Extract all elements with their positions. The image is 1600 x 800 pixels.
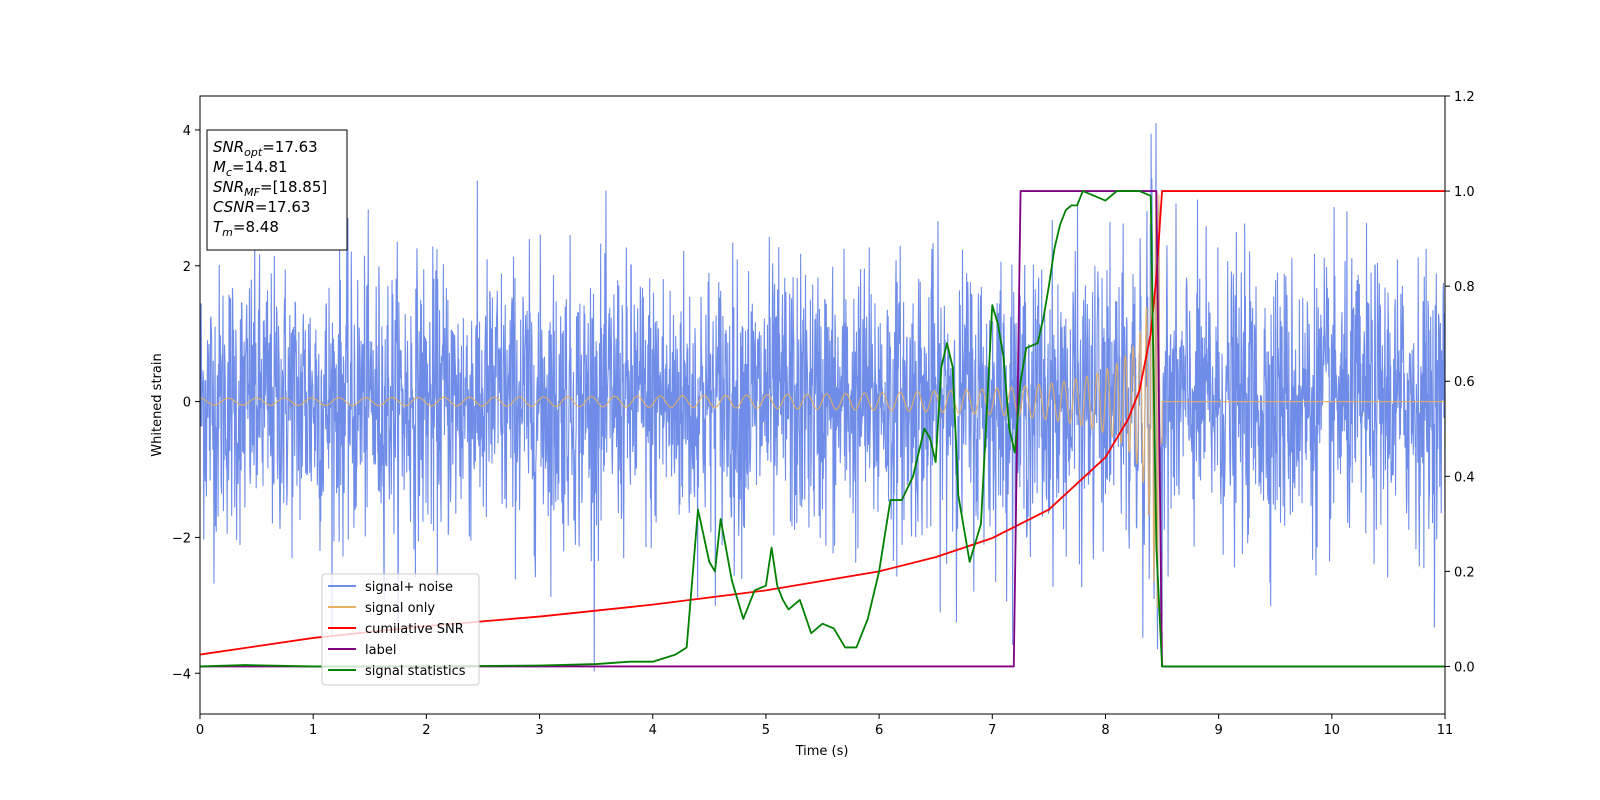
- info-line-base: SNR: [213, 138, 244, 156]
- info-box-frame: [206, 129, 348, 251]
- legend-label-signal-only: signal only: [365, 601, 435, 616]
- info-line-base: SNR: [213, 178, 244, 196]
- info-line: SNRMF=[18.85]: [213, 178, 327, 199]
- info-line-sub: MF: [244, 186, 260, 199]
- x-axis-label: Time (s): [795, 744, 849, 759]
- info-line-value: =17.63: [255, 198, 311, 216]
- ticks-layer: 0 1 2 3 4 5 6 7 8 9 10 11 −4 −2 0 2 4 0.0 0.2 0.4 0.6 0.8 1.0 1…: [172, 90, 1475, 738]
- plot-frame: [199, 95, 1446, 715]
- legend-label-cumilative-snr: cumilative SNR: [365, 622, 464, 637]
- info-line-value: =[18.85]: [260, 178, 327, 196]
- info-line-sub: c: [226, 166, 232, 179]
- x-tick-label: 11: [1437, 723, 1454, 738]
- y-tick-label: 0: [183, 396, 191, 411]
- x-tick-label: 3: [535, 723, 543, 738]
- info-line-base: M: [213, 158, 226, 176]
- x-tick-label: 2: [422, 723, 430, 738]
- info-line-value: =17.63: [262, 138, 318, 156]
- x-tick-label: 8: [1101, 723, 1109, 738]
- info-box: SNRopt=17.63Mc=14.81SNRMF=[18.85]CSNR=17…: [206, 129, 348, 251]
- y-axis-label: Whitened strain: [150, 353, 165, 456]
- legend-label-signal-statistics: signal statistics: [365, 664, 466, 679]
- x-tick-label: 4: [649, 723, 657, 738]
- info-line: Mc=14.81: [213, 158, 288, 179]
- legend-label-label: label: [365, 643, 396, 658]
- info-line: CSNR=17.63: [213, 198, 310, 216]
- series-signal-only: [200, 192, 1445, 608]
- y2-tick-label: 0.8: [1454, 280, 1475, 295]
- y-tick-label: 4: [183, 124, 191, 139]
- info-line: SNRopt=17.63: [213, 138, 318, 159]
- y2-tick-label: 1.0: [1454, 185, 1475, 200]
- series-layer: [200, 123, 1445, 672]
- x-tick-label: 5: [762, 723, 770, 738]
- info-line-sub: opt: [244, 146, 263, 159]
- info-line-base: CSNR: [213, 198, 255, 216]
- y-tick-label: −4: [172, 667, 191, 682]
- info-line-value: =14.81: [232, 158, 288, 176]
- x-tick-label: 1: [309, 723, 317, 738]
- legend: signal+ noise signal only cumilative SNR la…: [321, 573, 480, 686]
- series-signal-statistics: [200, 190, 1445, 668]
- info-line: Tm=8.48: [213, 218, 279, 239]
- info-line-sub: m: [222, 226, 233, 239]
- info-line-value: =8.48: [233, 218, 279, 236]
- y2-tick-label: 0.4: [1454, 470, 1475, 485]
- y-tick-label: −2: [172, 531, 191, 546]
- y2-tick-label: 1.2: [1454, 90, 1475, 105]
- x-tick-label: 10: [1324, 723, 1341, 738]
- x-tick-label: 0: [196, 723, 204, 738]
- legend-frame: [321, 573, 480, 686]
- info-line-base: T: [213, 218, 224, 236]
- y2-tick-label: 0.2: [1454, 565, 1475, 580]
- legend-label-signal-noise: signal+ noise: [365, 580, 453, 595]
- y-tick-label: 2: [183, 260, 191, 275]
- y2-tick-label: 0.6: [1454, 375, 1475, 390]
- x-tick-label: 6: [875, 723, 883, 738]
- series-signal-plus-noise: [200, 123, 1445, 672]
- y2-tick-label: 0.0: [1454, 660, 1475, 675]
- x-tick-label: 7: [988, 723, 996, 738]
- x-tick-label: 9: [1214, 723, 1222, 738]
